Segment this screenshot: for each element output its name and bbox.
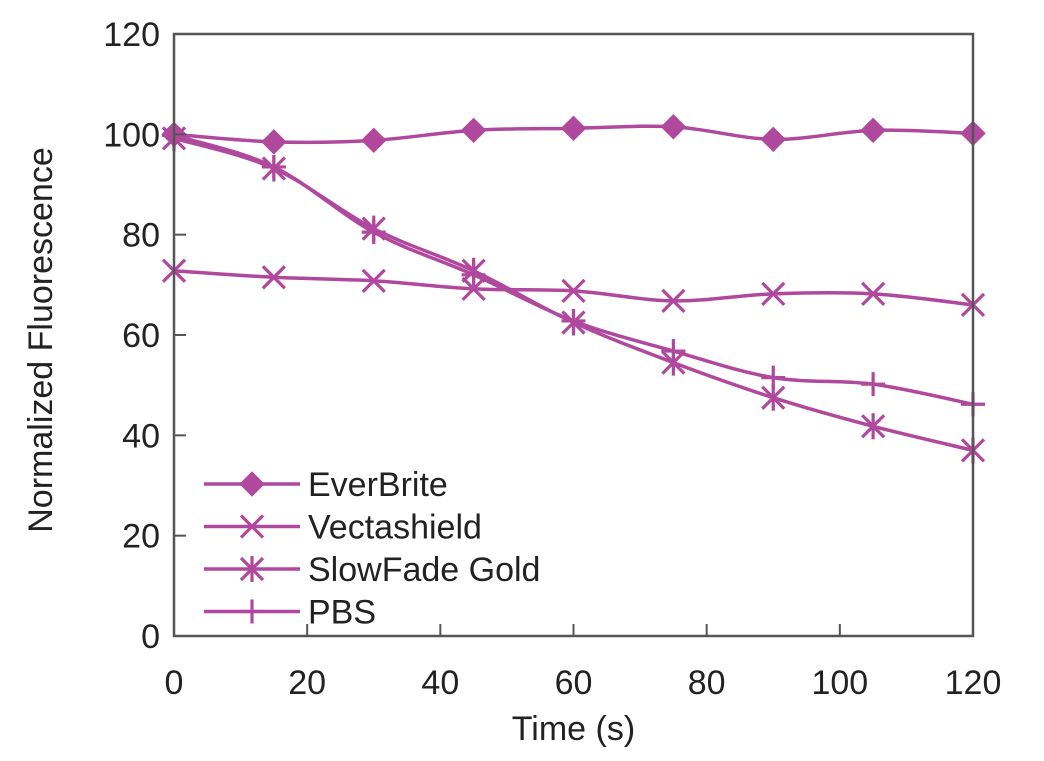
legend-label: EverBrite <box>308 466 448 504</box>
y-tick-label: 80 <box>122 217 160 255</box>
legend-item-everbrite: EverBrite <box>204 466 448 504</box>
y-tick-label: 120 <box>103 16 160 54</box>
x-axis-title: Time (s) <box>512 710 635 748</box>
legend-item-vectashield: Vectashield <box>204 509 482 547</box>
y-tick-label: 60 <box>122 317 160 355</box>
legend-marker-slowfade-gold <box>239 556 265 582</box>
data-point-pbs <box>861 372 886 397</box>
data-point-everbrite <box>261 129 287 155</box>
data-point-everbrite <box>560 115 587 142</box>
x-tick-label: 0 <box>165 664 184 702</box>
data-point-pbs <box>261 154 286 179</box>
x-tick-label: 60 <box>555 664 593 702</box>
x-tick-label: 40 <box>421 664 459 702</box>
legend-label: SlowFade Gold <box>308 551 540 589</box>
legend-item-slowfade-gold: SlowFade Gold <box>204 551 540 589</box>
series-everbrite <box>161 114 986 155</box>
y-tick-label: 20 <box>122 518 160 556</box>
series-line-pbs <box>173 133 974 406</box>
data-point-vectashield <box>661 288 686 314</box>
legend: EverBrite Vectashield SlowFade Gold PBS <box>204 466 540 632</box>
series-layer <box>161 114 986 464</box>
legend-marker-pbs <box>240 599 264 624</box>
data-point-vectashield <box>860 281 886 306</box>
legend-item-pbs: PBS <box>204 594 376 632</box>
series-line-vectashield <box>173 269 974 307</box>
legend-label: PBS <box>308 594 376 632</box>
data-point-pbs <box>461 262 486 287</box>
data-point-vectashield <box>261 265 287 290</box>
axis-ticks: 0 20 40 60 80 100 120 0 20 40 60 80 100 120 <box>103 16 1001 702</box>
legend-label: Vectashield <box>308 509 482 547</box>
data-point-vectashield <box>361 268 386 293</box>
y-tick-label: 40 <box>122 417 160 455</box>
data-point-vectashield <box>561 278 586 303</box>
data-point-pbs <box>761 365 786 390</box>
data-point-everbrite <box>760 126 786 153</box>
data-point-pbs <box>561 308 586 333</box>
data-point-everbrite <box>660 114 687 140</box>
x-tick-label: 20 <box>288 664 326 702</box>
y-tick-label: 0 <box>141 618 160 656</box>
legend-marker-vectashield <box>239 514 265 539</box>
y-axis-title: Normalized Fluorescence <box>22 147 60 533</box>
data-point-everbrite <box>860 117 886 144</box>
data-point-slowfade-gold <box>860 413 886 440</box>
series-pbs <box>162 123 985 417</box>
data-point-pbs <box>661 339 686 364</box>
x-tick-label: 120 <box>945 664 1002 702</box>
x-tick-label: 80 <box>688 664 726 702</box>
data-point-everbrite <box>361 127 387 154</box>
y-tick-label: 100 <box>103 116 160 154</box>
data-point-everbrite <box>460 117 487 144</box>
data-point-vectashield <box>761 281 786 306</box>
x-tick-label: 100 <box>811 664 868 702</box>
series-vectashield <box>161 258 986 318</box>
data-point-pbs <box>361 220 386 245</box>
data-point-vectashield <box>461 276 486 301</box>
legend-marker-everbrite <box>239 471 265 497</box>
